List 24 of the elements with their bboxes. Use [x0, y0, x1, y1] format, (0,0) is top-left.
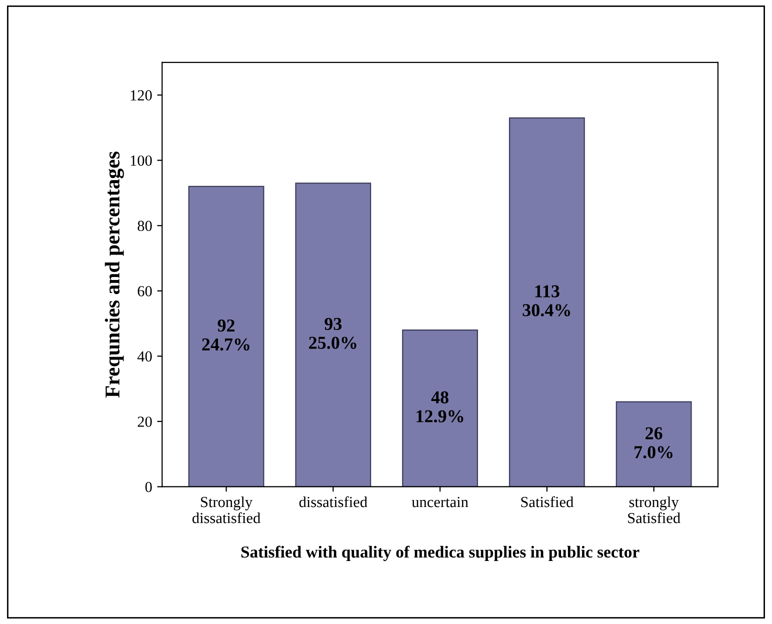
y-tick-label: 0 — [145, 482, 152, 492]
y-tick-label: 40 — [137, 351, 152, 362]
data-label: 48 12.9% — [416, 391, 464, 422]
x-tick-label: strongly Satisfied — [628, 496, 680, 524]
bar — [188, 186, 264, 487]
data-label: 113 30.4% — [522, 285, 570, 316]
data-label: 26 7.0% — [634, 427, 672, 458]
x-tick-label: Satisfied — [521, 496, 574, 508]
bar — [616, 401, 692, 487]
x-tick-label: dissatisfied — [299, 496, 368, 508]
bar — [508, 117, 585, 487]
x-axis-title: Satisfied with quality of medica supplies in public sector — [241, 546, 640, 562]
y-tick-label: 20 — [138, 416, 152, 427]
y-axis-title: Frequncies and percentages — [104, 152, 124, 398]
bar — [402, 329, 478, 487]
y-tick-label: 120 — [130, 90, 152, 100]
data-label: 92 24.7% — [202, 320, 250, 351]
y-tick-label: 60 — [138, 286, 152, 296]
y-tick-label: 100 — [130, 155, 152, 166]
bar — [295, 182, 372, 487]
x-tick-label: uncertain — [412, 496, 468, 508]
data-label: 93 25.0% — [309, 318, 356, 349]
x-tick-label: Strongly dissatisfied — [192, 496, 260, 524]
y-tick-label: 80 — [138, 220, 152, 232]
